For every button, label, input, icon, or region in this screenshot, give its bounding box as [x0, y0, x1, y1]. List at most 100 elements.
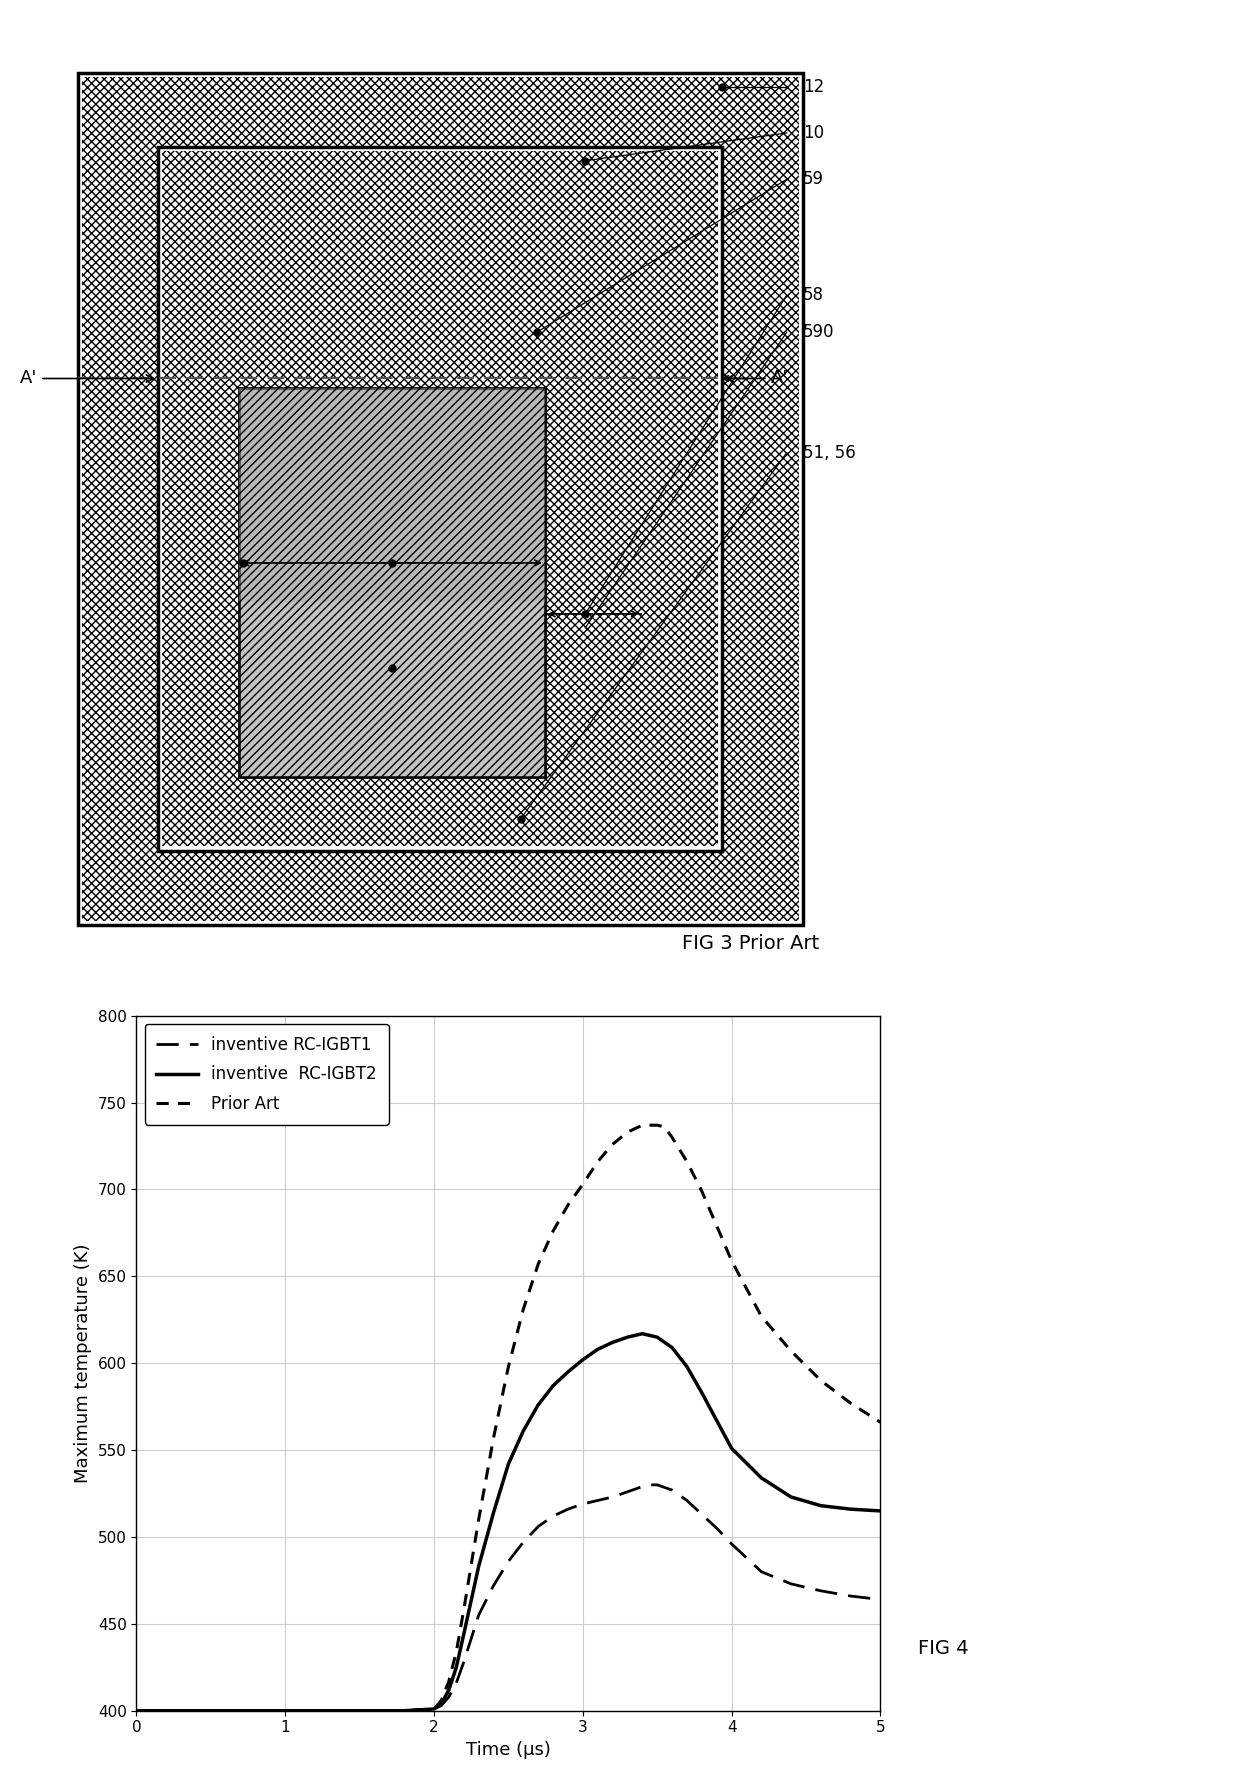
- Prior Art: [516, 1299, 531, 1320]
- inventive RC-IGBT1: [813, 1581, 828, 1602]
- Prior Art: [456, 1598, 471, 1620]
- inventive RC-IGBT1: [754, 1561, 769, 1582]
- inventive RC-IGBT1: [441, 1686, 456, 1707]
- Bar: [238, 388, 546, 777]
- Prior Art: [843, 1392, 858, 1413]
- inventive RC-IGBT1: [665, 1479, 680, 1500]
- inventive RC-IGBT1: [694, 1504, 709, 1525]
- Bar: [238, 388, 546, 602]
- Prior Art: [278, 1700, 293, 1721]
- inventive RC-IGBT1: [352, 1700, 367, 1721]
- Prior Art: [590, 1151, 605, 1173]
- inventive  RC-IGBT2: [397, 1700, 412, 1721]
- Prior Art: [620, 1121, 635, 1142]
- Bar: [82, 77, 799, 921]
- inventive  RC-IGBT2: [724, 1438, 739, 1459]
- Prior Art: [784, 1340, 799, 1361]
- inventive  RC-IGBT2: [635, 1322, 650, 1344]
- Prior Art: [129, 1700, 144, 1721]
- Legend: inventive RC-IGBT1, inventive  RC-IGBT2, Prior Art: inventive RC-IGBT1, inventive RC-IGBT2, …: [145, 1025, 388, 1124]
- inventive RC-IGBT1: [129, 1700, 144, 1721]
- inventive RC-IGBT1: [843, 1586, 858, 1607]
- Text: 59: 59: [804, 171, 823, 189]
- Text: 10: 10: [804, 125, 825, 143]
- inventive  RC-IGBT2: [784, 1486, 799, 1508]
- Prior Art: [575, 1174, 590, 1196]
- inventive RC-IGBT1: [471, 1604, 486, 1625]
- inventive RC-IGBT1: [635, 1475, 650, 1497]
- inventive RC-IGBT1: [486, 1575, 501, 1597]
- inventive RC-IGBT1: [397, 1700, 412, 1721]
- Prior Art: [650, 1114, 665, 1135]
- inventive  RC-IGBT2: [531, 1394, 546, 1415]
- inventive  RC-IGBT2: [590, 1338, 605, 1360]
- Line: inventive  RC-IGBT2: inventive RC-IGBT2: [136, 1333, 880, 1711]
- inventive RC-IGBT1: [516, 1531, 531, 1552]
- Bar: [238, 388, 546, 777]
- inventive RC-IGBT1: [873, 1590, 888, 1611]
- inventive  RC-IGBT2: [546, 1376, 560, 1397]
- inventive RC-IGBT1: [650, 1474, 665, 1495]
- inventive  RC-IGBT2: [278, 1700, 293, 1721]
- Prior Art: [813, 1370, 828, 1392]
- inventive  RC-IGBT2: [203, 1700, 218, 1721]
- Prior Art: [501, 1356, 516, 1377]
- inventive  RC-IGBT2: [694, 1383, 709, 1404]
- Bar: [162, 151, 718, 846]
- inventive  RC-IGBT2: [560, 1361, 575, 1383]
- inventive  RC-IGBT2: [620, 1326, 635, 1347]
- Prior Art: [546, 1221, 560, 1242]
- Text: 590: 590: [804, 323, 835, 340]
- inventive  RC-IGBT2: [352, 1700, 367, 1721]
- inventive RC-IGBT1: [575, 1493, 590, 1515]
- Prior Art: [605, 1133, 620, 1155]
- inventive RC-IGBT1: [501, 1550, 516, 1572]
- inventive  RC-IGBT2: [434, 1693, 449, 1714]
- inventive RC-IGBT1: [709, 1518, 724, 1540]
- Text: 12: 12: [804, 78, 825, 96]
- inventive RC-IGBT1: [590, 1490, 605, 1511]
- Prior Art: [427, 1698, 441, 1720]
- inventive  RC-IGBT2: [501, 1454, 516, 1475]
- inventive  RC-IGBT2: [843, 1499, 858, 1520]
- inventive RC-IGBT1: [642, 1474, 657, 1495]
- Prior Art: [665, 1126, 680, 1148]
- inventive  RC-IGBT2: [680, 1356, 694, 1377]
- Prior Art: [657, 1116, 672, 1137]
- Text: FIG 4: FIG 4: [918, 1639, 968, 1657]
- Text: 58: 58: [804, 287, 823, 305]
- Text: 51, 56: 51, 56: [804, 444, 856, 462]
- Prior Art: [352, 1700, 367, 1721]
- Prior Art: [680, 1151, 694, 1173]
- inventive  RC-IGBT2: [456, 1623, 471, 1645]
- inventive RC-IGBT1: [434, 1695, 449, 1716]
- Prior Art: [441, 1670, 456, 1691]
- inventive RC-IGBT1: [724, 1533, 739, 1554]
- inventive RC-IGBT1: [449, 1672, 464, 1693]
- inventive  RC-IGBT2: [449, 1657, 464, 1679]
- inventive  RC-IGBT2: [650, 1326, 665, 1347]
- Prior Art: [754, 1306, 769, 1328]
- Prior Art: [873, 1411, 888, 1433]
- Bar: [238, 388, 546, 777]
- inventive  RC-IGBT2: [486, 1502, 501, 1524]
- Prior Art: [434, 1689, 449, 1711]
- Prior Art: [560, 1194, 575, 1215]
- Line: Prior Art: Prior Art: [136, 1124, 880, 1711]
- Prior Art: [635, 1114, 650, 1135]
- inventive RC-IGBT1: [456, 1652, 471, 1673]
- inventive RC-IGBT1: [531, 1516, 546, 1538]
- inventive  RC-IGBT2: [471, 1556, 486, 1577]
- inventive RC-IGBT1: [560, 1499, 575, 1520]
- Bar: [159, 146, 722, 852]
- X-axis label: Time (μs): Time (μs): [466, 1741, 551, 1759]
- inventive  RC-IGBT2: [709, 1410, 724, 1431]
- inventive RC-IGBT1: [620, 1481, 635, 1502]
- Prior Art: [397, 1700, 412, 1721]
- inventive  RC-IGBT2: [441, 1679, 456, 1700]
- inventive RC-IGBT1: [680, 1490, 694, 1511]
- inventive  RC-IGBT2: [665, 1336, 680, 1358]
- inventive RC-IGBT1: [278, 1700, 293, 1721]
- Text: A': A': [727, 369, 789, 387]
- inventive  RC-IGBT2: [575, 1349, 590, 1370]
